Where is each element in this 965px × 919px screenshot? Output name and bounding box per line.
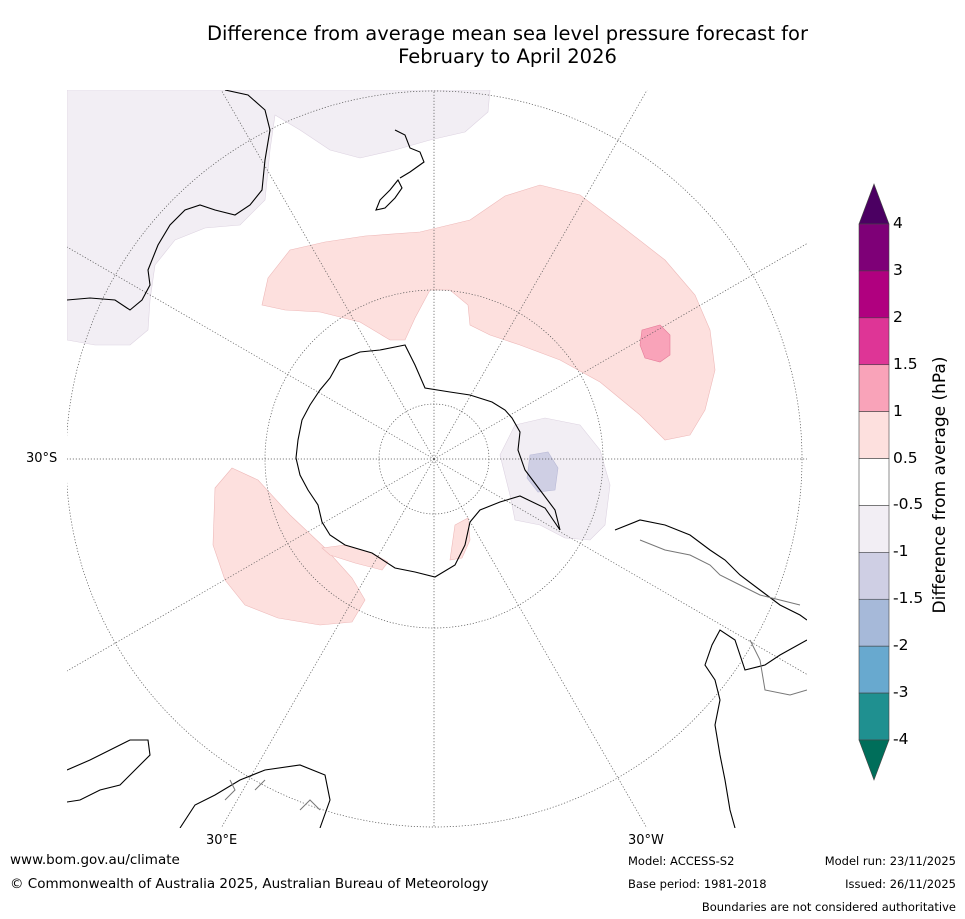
title-line-1: Difference from average mean sea level p… [207, 22, 808, 45]
south-america-borders [639, 539, 807, 696]
colorbar-tick-label: 4 [893, 214, 903, 232]
footer-website: www.bom.gov.au/climate [10, 852, 180, 868]
colorbar-extend-max [858, 183, 890, 225]
colorbar-segment--2_to_-1.5 [858, 598, 890, 647]
map-title: Difference from average mean sea level p… [100, 22, 915, 68]
colorbar [858, 183, 890, 781]
colorbar-tick-label: 1.5 [893, 354, 918, 373]
new-zealand-north-coastline [394, 129, 425, 179]
footer-copyright: © Commonwealth of Australia 2025, Austra… [10, 876, 489, 892]
colorbar-segment-2_to_3 [858, 270, 890, 319]
meridian-line-8 [220, 458, 435, 828]
new-zealand-south-coastline [375, 178, 403, 211]
colorbar-segment--1_to_-0.5 [858, 505, 890, 553]
colorbar-tick-label: 1 [893, 401, 903, 420]
australia-coastline [67, 90, 271, 311]
footer-base-period: Base period: 1981-2018 [628, 877, 767, 891]
coastlines [67, 90, 807, 828]
meridian-line-6 [433, 458, 648, 828]
borders [224, 539, 807, 811]
colorbar-tick-label: 0.5 [893, 448, 918, 467]
footer-model: Model: ACCESS-S2 [628, 854, 735, 868]
lon-label-30e: 30°E [206, 833, 238, 848]
colorbar-segment-1_to_1.5 [858, 364, 890, 412]
africa-coastline [67, 739, 151, 803]
lon-label-30w: 30°W [628, 833, 664, 848]
antarctica-coastline [295, 344, 561, 578]
colorbar-tick-label: -3 [893, 683, 909, 702]
colorbar-tick-label: 2 [893, 307, 903, 326]
colorbar-extend-min [858, 739, 890, 781]
footer-model-run: Model run: 23/11/2025 [824, 854, 956, 868]
title-line-2: February to April 2026 [398, 45, 617, 68]
colorbar-segment-1.5_to_2 [858, 317, 890, 366]
colorbar-title: Difference from average (hPa) [930, 356, 950, 614]
colorbar-segment--1.5_to_-1 [858, 552, 890, 600]
colorbar-tick-label: -1.5 [893, 589, 924, 608]
anomaly-region-1-to-1.5-pacific [639, 324, 671, 363]
footer-disclaimer: Boundaries are not considered authoritat… [701, 900, 956, 914]
meridian-line-12 [220, 90, 435, 460]
colorbar-tick-label: 3 [893, 260, 903, 279]
colorbar-segments [858, 223, 890, 741]
colorbar-segment--4_to_-3 [858, 692, 890, 741]
anomaly-region-minus-1-to-1.5 [526, 451, 559, 493]
graticule [67, 90, 807, 828]
madagascar-coastline [179, 764, 331, 828]
colorbar-segment--3_to_-2 [858, 645, 890, 694]
colorbar-tick-label: -2 [893, 636, 909, 655]
anomaly-region-0.5-to-1-weddell [449, 517, 471, 561]
map-area [67, 90, 807, 828]
lat-label-30s: 30°S [26, 451, 58, 466]
colorbar-segment--0.5_to_0.5 [858, 458, 890, 506]
colorbar-tick-label: -1 [893, 542, 909, 561]
colorbar-segment-3_to_4 [858, 223, 890, 272]
latitude-circle-30s [67, 90, 803, 828]
south-america-coastline [614, 519, 807, 621]
anomaly-region-0.5-to-1-pacific [261, 184, 716, 441]
colorbar-segment-0.5_to_1 [858, 411, 890, 459]
colorbar-tick-label: -4 [893, 730, 909, 748]
anomaly-region-minus-0.5-to-1-west [67, 90, 491, 346]
africa-borders [224, 779, 321, 811]
footer-issued: Issued: 26/11/2025 [845, 877, 956, 891]
colorbar-tick-label: -0.5 [893, 495, 924, 514]
anomaly-region-0.5-to-1-indian [212, 467, 366, 626]
south-america-west-coastline [704, 629, 807, 828]
